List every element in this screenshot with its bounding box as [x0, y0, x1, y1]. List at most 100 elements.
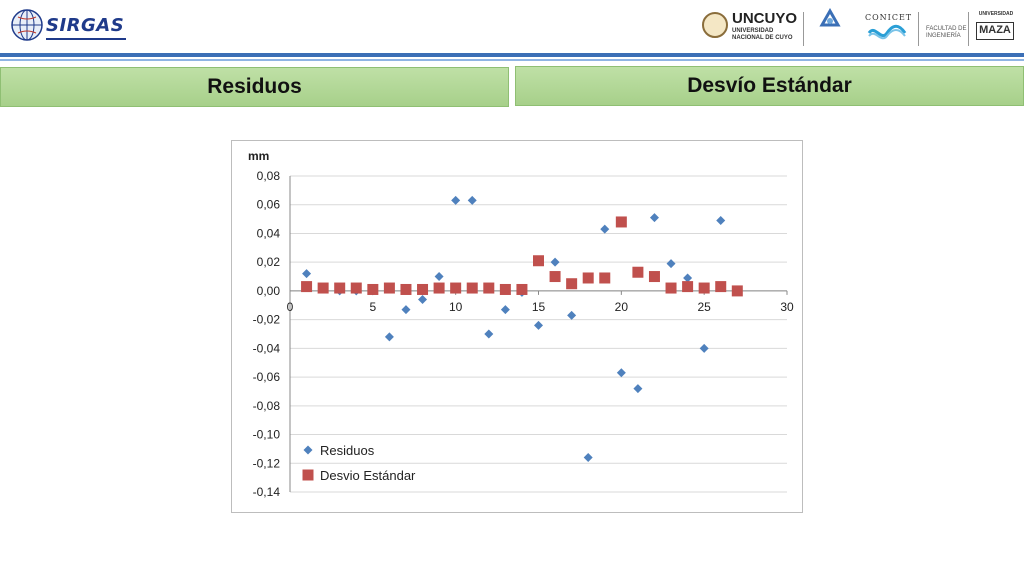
desvio-point	[731, 285, 743, 297]
residuos-point	[567, 310, 577, 320]
header-bar: SIRGAS UNCUYO UNIVERSIDAD NACIONAL DE CU…	[0, 0, 1024, 50]
desvio-point	[715, 281, 727, 293]
y-tick-label: -0,08	[253, 399, 281, 413]
desvio-point	[450, 282, 462, 294]
residuos-point	[467, 195, 477, 205]
uncuyo-subtitle: UNIVERSIDAD NACIONAL DE CUYO	[732, 28, 802, 42]
desvio-point	[615, 216, 627, 228]
logo-divider	[968, 12, 969, 46]
desvio-point	[648, 271, 660, 283]
y-tick-label: -0,02	[253, 313, 281, 327]
conicet-text: CONICET	[865, 13, 913, 22]
residuos-point	[302, 269, 312, 279]
header-stripe-light	[0, 59, 1024, 61]
chart-svg: 0,08 0,06 0,04 0,02 0,00 -0,02 -0,04 -0,06 -0,08…	[248, 149, 794, 499]
residuos-point	[716, 216, 726, 226]
residuos-point	[550, 257, 560, 267]
fac-ing-line2: INGENIERÍA	[926, 33, 961, 39]
residuos-point	[534, 320, 543, 330]
maza-logo: MAZA	[976, 22, 1014, 40]
desvio-point	[499, 283, 511, 295]
desvio-point	[665, 282, 677, 294]
sirgas-logo: SIRGAS	[8, 6, 126, 46]
scatter-chart: 0,08 0,06 0,04 0,02 0,00 -0,02 -0,04 -0,06 -0,08…	[231, 140, 803, 513]
conicet-logo-icon	[867, 24, 907, 40]
residuos-point	[600, 224, 610, 234]
desvio-point	[367, 283, 379, 295]
logo-divider	[918, 12, 919, 46]
legend-desvio-marker	[302, 469, 314, 481]
desvio-point	[516, 283, 528, 295]
desvio-estandar-title: Desvío Estándar	[515, 66, 1024, 106]
desvio-point	[599, 272, 611, 284]
x-tick-label: 0	[287, 300, 294, 314]
desvio-point	[350, 282, 362, 294]
desvio-point	[317, 282, 329, 294]
residuos-point	[434, 272, 444, 282]
y-tick-label: 0,04	[257, 226, 281, 240]
residuos-point	[418, 295, 428, 305]
desvio-point	[383, 282, 395, 294]
residuos-point	[484, 329, 494, 339]
desvio-point	[549, 271, 561, 283]
legend-desvio-label: Desvio Estándar	[320, 468, 416, 483]
residuos-point	[616, 368, 626, 378]
y-tick-label: -0,04	[253, 341, 281, 355]
residuos-point	[699, 343, 709, 353]
sirgas-wordmark: SIRGAS	[46, 15, 125, 36]
uncuyo-title: UNCUYO	[732, 10, 798, 27]
facultad-ingenieria-icon	[819, 8, 841, 27]
residuos-point	[384, 332, 394, 342]
y-tick-label: 0,08	[257, 169, 281, 183]
desvio-point	[483, 282, 495, 294]
residuos-point	[583, 453, 593, 463]
desvio-point	[400, 283, 412, 295]
residuos-point	[451, 195, 461, 205]
residuos-point	[633, 384, 643, 394]
maza-university-text: UNIVERSIDAD	[978, 11, 1014, 17]
y-tick-label: 0,06	[257, 198, 281, 212]
y-tick-label: -0,12	[253, 456, 281, 470]
residuos-point	[666, 259, 676, 269]
header-stripe	[0, 53, 1024, 57]
residuos-point	[683, 273, 693, 283]
desvio-point	[632, 266, 644, 278]
y-axis-label: mm	[248, 149, 269, 163]
residuos-title: Residuos	[0, 67, 509, 107]
desvio-point	[301, 281, 313, 293]
sirgas-underline	[46, 38, 126, 40]
fac-ing-line1: FACULTAD DE	[926, 26, 967, 32]
x-tick-label: 20	[615, 300, 629, 314]
x-tick-label: 30	[780, 300, 794, 314]
desvio-point	[682, 281, 694, 293]
desvio-point	[533, 255, 544, 267]
uncuyo-sub-line1: UNIVERSIDAD	[732, 28, 774, 34]
desvio-point	[566, 278, 578, 290]
desvio-point	[698, 282, 710, 294]
legend-residuos-marker	[303, 445, 313, 455]
globe-icon	[11, 9, 43, 41]
desvio-point	[433, 282, 445, 294]
y-tick-label: 0,00	[257, 284, 281, 298]
residuos-point	[500, 305, 510, 315]
desvio-point	[466, 282, 478, 294]
desvio-point	[417, 283, 429, 295]
x-tick-label: 5	[369, 300, 376, 314]
residuos-point	[401, 305, 411, 315]
x-tick-label: 25	[697, 300, 711, 314]
uncuyo-seal-icon	[702, 12, 728, 38]
legend-residuos-label: Residuos	[320, 443, 375, 458]
x-tick-label: 10	[449, 300, 463, 314]
logo-divider	[803, 12, 804, 46]
y-tick-label: -0,10	[253, 428, 281, 442]
y-tick-label: 0,02	[257, 255, 281, 269]
x-tick-label: 15	[532, 300, 546, 314]
residuos-point	[649, 213, 659, 223]
y-tick-label: -0,06	[253, 370, 281, 384]
desvio-point	[582, 272, 594, 284]
facultad-ingenieria-text: FACULTAD DE INGENIERÍA	[926, 26, 966, 40]
uncuyo-sub-line2: NACIONAL DE CUYO	[732, 35, 793, 41]
desvio-point	[334, 282, 346, 294]
y-tick-label: -0,14	[253, 485, 281, 499]
institution-logos: UNCUYO UNIVERSIDAD NACIONAL DE CUYO CONI…	[700, 8, 1020, 48]
